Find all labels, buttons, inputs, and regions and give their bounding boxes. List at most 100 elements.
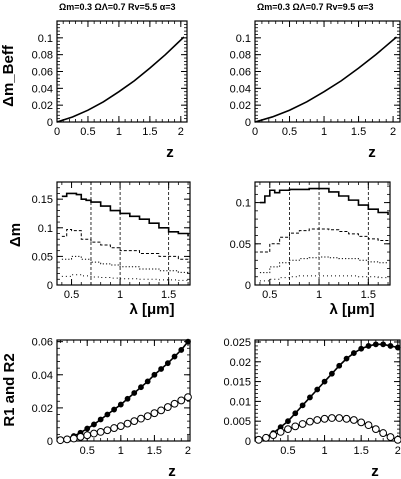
filled-marker (292, 410, 299, 417)
filled-marker (343, 355, 350, 362)
filled-marker (97, 416, 104, 423)
y-tick-label: 0.01 (230, 396, 251, 408)
filled-marker (387, 343, 394, 349)
y-tick-label: 0.025 (223, 337, 251, 349)
open-marker (170, 399, 179, 408)
y-tick-label: 0.02 (32, 100, 53, 112)
x-tick-label: 0.5 (262, 289, 277, 301)
x-tick-label: 0 (54, 126, 60, 138)
panel-bottom-left: 0.5 1 1.5 2 0 0.02 0.04 0.06 R1 and R2 z (1, 337, 192, 479)
filled-marker (394, 344, 401, 351)
y-tick-label: 0 (47, 436, 53, 448)
open-marker (63, 435, 71, 444)
plot-frame (56, 339, 191, 442)
filled-marker (307, 394, 313, 401)
y-tick-label: 0.06 (230, 67, 251, 79)
x-tick-label: 0 (252, 126, 258, 138)
filled-marker (104, 411, 111, 418)
filled-marker (299, 402, 306, 409)
series-line-1 (61, 192, 189, 237)
open-marker (90, 429, 98, 438)
open-marker (76, 432, 85, 441)
y-tick-label: 0 (245, 117, 251, 129)
open-marker (335, 414, 344, 422)
filled-marker (131, 390, 138, 396)
open-marker (357, 418, 366, 427)
open-marker (123, 419, 132, 428)
x-tick-label: 1 (316, 289, 322, 301)
open-marker (184, 393, 192, 402)
y-tick-label: 0.1 (236, 198, 251, 210)
x-tick-label: 2 (390, 126, 396, 138)
open-marker (269, 431, 278, 439)
open-marker (393, 435, 401, 444)
filled-marker (164, 360, 171, 367)
open-marker (342, 414, 351, 423)
open-marker (157, 406, 166, 415)
x-tick-label: 1 (116, 126, 122, 138)
series-line-3 (259, 256, 389, 274)
filled-marker (185, 338, 191, 345)
open-marker (110, 424, 118, 432)
x-tick-label: 1 (118, 445, 124, 457)
y-axis-label: R1 and R2 (1, 353, 18, 426)
open-marker (298, 420, 307, 428)
y-tick-label: 0.005 (223, 416, 251, 428)
filled-marker (321, 378, 328, 385)
panel-bottom-right: 0.5 1 1.5 2 0 0.005 0.01 0.015 0.02 0.025 z (223, 337, 401, 479)
x-tick-label: 0.5 (80, 445, 95, 457)
series-line-3 (61, 255, 189, 274)
open-marker (143, 412, 152, 421)
panel-top-left: 0 0.5 1 1.5 2 0 0.02 0.04 0.06 0.08 0.1 Ωm=0.3 ΩΛ=0… (0, 2, 188, 161)
x-tick-label: 1.5 (161, 289, 176, 301)
series-line-4 (61, 274, 189, 281)
x-tick-label: 1.5 (351, 126, 366, 138)
plot-frame (56, 181, 191, 286)
y-tick-label: 0 (245, 436, 251, 448)
y-tick-label: 0.1 (38, 33, 53, 45)
y-tick-label: 0.15 (32, 194, 53, 206)
x-tick-label: 1.5 (142, 126, 157, 138)
y-tick-label: 0 (47, 117, 53, 129)
filled-marker (124, 395, 131, 402)
x-tick-label: 1.5 (361, 289, 376, 301)
y-tick-label: 0.015 (223, 377, 251, 389)
y-tick-label: 0.06 (32, 337, 53, 349)
open-marker (262, 433, 270, 442)
series-line-1 (56, 36, 185, 123)
x-axis-label: z (168, 463, 176, 479)
x-tick-label: 1 (321, 126, 327, 138)
plot-frame (254, 20, 401, 123)
open-marker (371, 425, 380, 434)
filled-marker (144, 378, 151, 385)
y-tick-label: 0.04 (32, 370, 53, 382)
x-axis-label: z (371, 463, 379, 479)
y-tick-label: 0.1 (236, 33, 251, 45)
open-marker (96, 427, 105, 436)
y-tick-label: 0.05 (230, 239, 251, 251)
open-marker (327, 414, 336, 422)
filled-marker (350, 350, 357, 356)
x-tick-label: 0.5 (280, 445, 295, 457)
panel-top-right: 0 0.5 1 1.5 2 0 0.02 0.04 0.06 0.08 0.1 Ωm=0.3 ΩΛ=0… (230, 2, 401, 161)
filled-marker (372, 341, 379, 348)
filled-marker (158, 366, 165, 372)
x-axis-label: λ [μm] (329, 301, 374, 318)
filled-marker (91, 421, 97, 428)
y-axis-label: Δm_Beff (0, 44, 17, 107)
x-tick-label: 2 (178, 126, 184, 138)
plot-frame (254, 339, 401, 442)
panel-middle-left: 0.5 1 1.5 0 0.05 0.1 0.15 Δm λ [μm] (7, 181, 191, 318)
open-marker (69, 434, 78, 443)
open-marker (116, 422, 125, 430)
y-tick-label: 0.1 (38, 223, 53, 235)
panel-middle-right: 0.5 1 1.5 0 0.05 0.1 λ [μm] (230, 181, 391, 318)
x-tick-label: 2 (185, 445, 191, 457)
filled-marker (328, 370, 335, 377)
filled-marker (111, 406, 117, 413)
y-tick-label: 0.08 (230, 50, 251, 62)
series-line-2 (259, 228, 389, 253)
y-tick-label: 0.02 (32, 403, 53, 415)
filled-marker (171, 353, 178, 360)
